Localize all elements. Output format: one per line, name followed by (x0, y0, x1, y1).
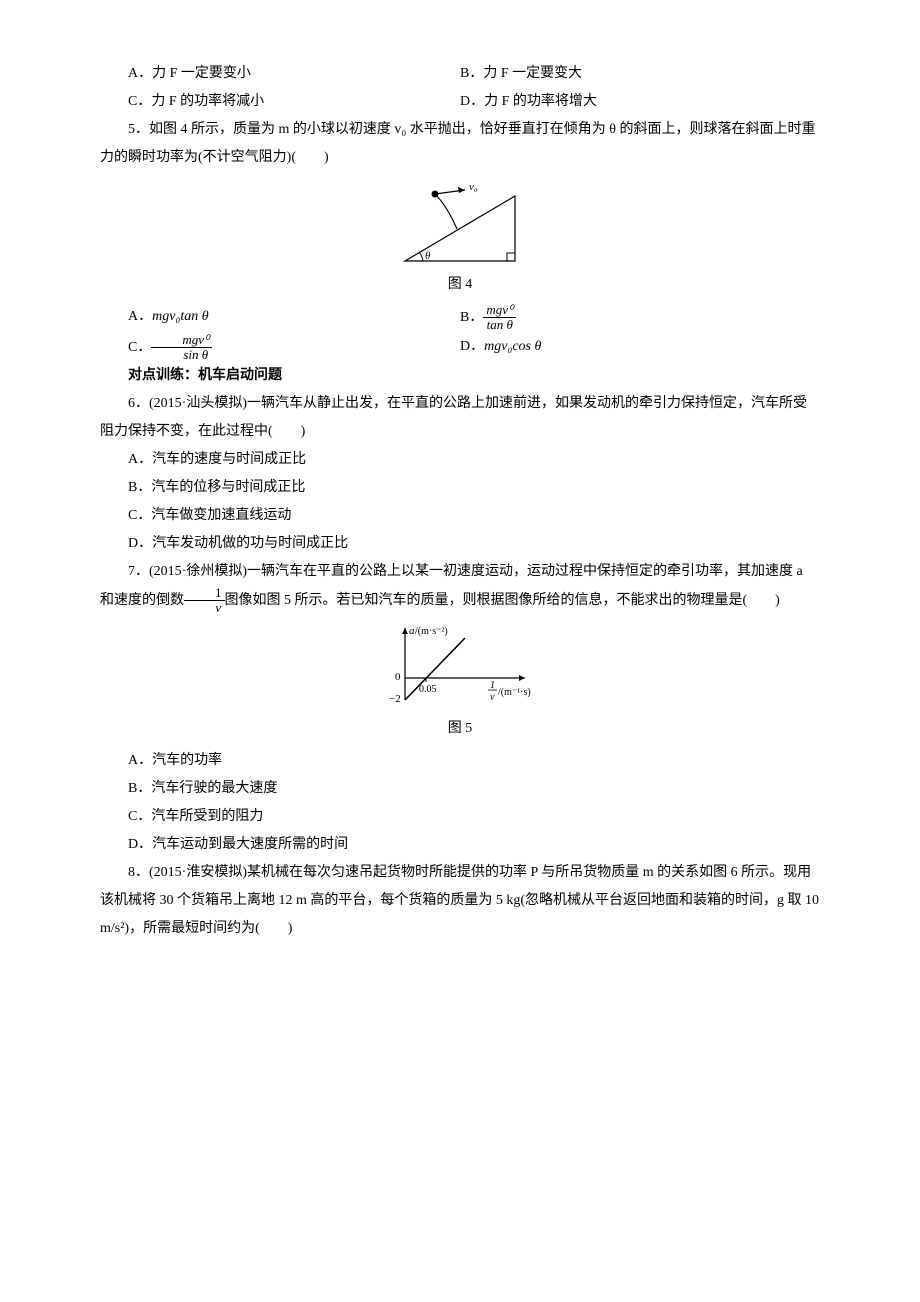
q5-opt-b: B．mgv⁰tan θ (460, 303, 820, 333)
figure-5: a /(m·s⁻²) 0 −2 0.05 1 v /(m⁻¹·s) 图 5 (100, 620, 820, 743)
q4-opt-a: A．力 F 一定要变小 (100, 60, 460, 88)
svg-text:/(m·s⁻²): /(m·s⁻²) (415, 626, 448, 637)
figure-5-caption: 图 5 (100, 715, 820, 743)
svg-text:0.05: 0.05 (419, 684, 437, 695)
q6-opt-d: D．汽车发动机做的功与时间成正比 (100, 530, 820, 558)
svg-text:−2: −2 (389, 693, 401, 705)
svg-text:0: 0 (395, 671, 401, 683)
q6-opt-c: C．汽车做变加速直线运动 (100, 502, 820, 530)
q7-opt-b: B．汽车行驶的最大速度 (100, 775, 820, 803)
q4-opt-b: B．力 F 一定要变大 (460, 60, 820, 88)
q6-stem: 6．(2015·汕头模拟)一辆汽车从静止出发，在平直的公路上加速前进，如果发动机… (100, 390, 820, 446)
q7-opt-d: D．汽车运动到最大速度所需的时间 (100, 831, 820, 859)
svg-text:v₀: v₀ (469, 181, 478, 193)
q6-opt-a: A．汽车的速度与时间成正比 (100, 446, 820, 474)
svg-text:θ: θ (425, 250, 431, 262)
q4-opt-c: C．力 F 的功率将减小 (100, 88, 460, 116)
q4-opt-d: D．力 F 的功率将增大 (460, 88, 820, 116)
svg-text:/(m⁻¹·s): /(m⁻¹·s) (498, 687, 531, 698)
figure-4-caption: 图 4 (100, 271, 820, 299)
q7-opt-c: C．汽车所受到的阻力 (100, 803, 820, 831)
figure-4: θ v₀ 图 4 (100, 176, 820, 299)
q8-stem: 8．(2015·淮安模拟)某机械在每次匀速吊起货物时所能提供的功率 P 与所吊货… (100, 859, 820, 943)
section-label: 对点训练：机车启动问题 (100, 362, 820, 390)
q5-stem: 5．如图 4 所示，质量为 m 的小球以初速度 v₀ 水平抛出，恰好垂直打在倾角… (100, 116, 820, 172)
svg-text:v: v (490, 692, 495, 703)
svg-text:1: 1 (490, 680, 495, 691)
q5-opt-c: C．mgv⁰sin θ (100, 333, 460, 363)
q5-opt-a: A．mgv₀tan θ (100, 303, 460, 333)
q7-stem: 7．(2015·徐州模拟)一辆汽车在平直的公路上以某一初速度运动，运动过程中保持… (100, 558, 820, 616)
q7-opt-a: A．汽车的功率 (100, 747, 820, 775)
q6-opt-b: B．汽车的位移与时间成正比 (100, 474, 820, 502)
q5-opt-d: D．mgv₀cos θ (460, 333, 820, 363)
